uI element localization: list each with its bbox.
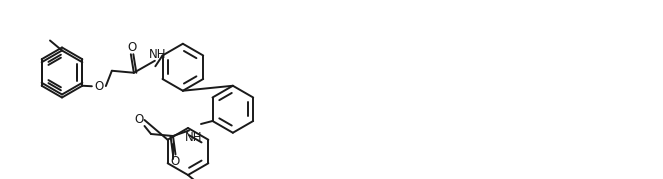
Text: O: O [94,80,103,93]
Text: NH: NH [149,48,166,61]
Text: O: O [127,41,137,54]
Text: O: O [135,112,144,125]
Text: NH: NH [185,130,203,144]
Text: O: O [170,154,180,168]
